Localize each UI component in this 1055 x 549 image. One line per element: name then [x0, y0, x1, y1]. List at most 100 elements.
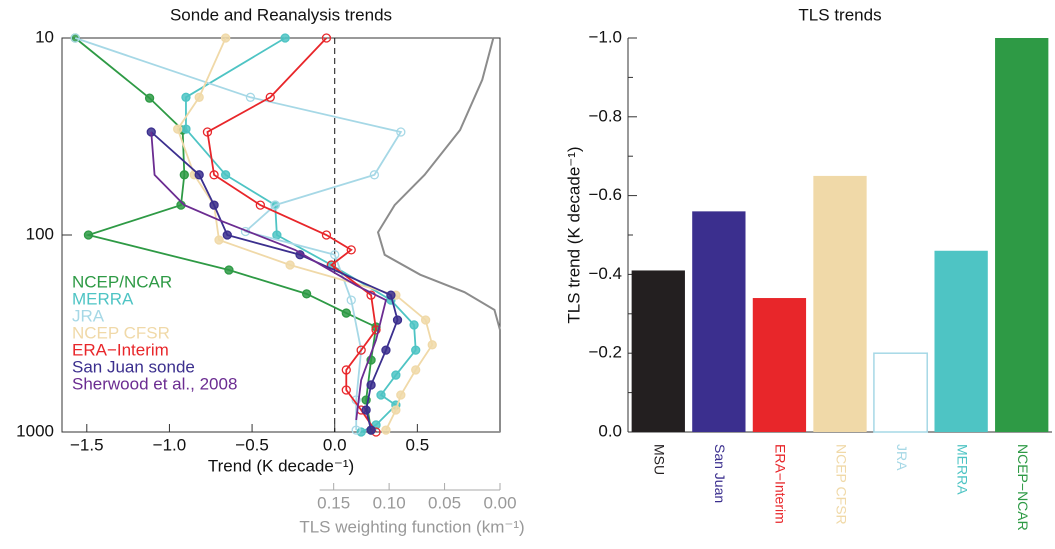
bar	[752, 298, 807, 432]
legend-entry: NCEP/NCAR	[72, 272, 172, 291]
profile-point	[392, 315, 403, 325]
profile-point	[396, 390, 406, 400]
x-tick-label: NCEP−NCAR	[1015, 444, 1031, 531]
profile-point	[371, 325, 381, 335]
profile-point	[391, 370, 401, 380]
x-tick-label: 0.0	[323, 435, 347, 454]
profile-point	[346, 245, 356, 255]
profile-point	[220, 33, 231, 43]
profile-point	[361, 405, 371, 415]
bar	[873, 352, 928, 433]
x-tick-label: MSU	[652, 444, 668, 475]
profile-point	[181, 92, 191, 102]
x2-tick-label: 0.00	[483, 493, 516, 512]
x2-axis-label: TLS weighting function (km⁻¹)	[299, 517, 524, 536]
profile-point	[220, 170, 231, 180]
profile-point	[420, 315, 431, 325]
bar	[934, 250, 988, 432]
y-axis-label: TLS trend (K decade⁻¹)	[564, 146, 583, 323]
profile-point	[214, 235, 224, 245]
profile-point	[409, 320, 419, 330]
profile-point	[270, 200, 280, 210]
chart-title: Sonde and Reanalysis trends	[170, 5, 392, 24]
profile-point	[341, 308, 351, 318]
legend-entry: San Juan sonde	[72, 357, 195, 376]
x-tick-label: −1.0	[153, 435, 187, 454]
x-tick-label: NCEP CFSR	[833, 444, 849, 525]
y-tick-label: 100	[26, 224, 54, 243]
profile-point	[341, 365, 351, 375]
x2-tick-label: 0.15	[317, 493, 350, 512]
profile-point	[381, 345, 391, 355]
x-axis-label: Trend (K decade⁻¹)	[208, 456, 354, 475]
profile-point	[224, 265, 234, 275]
profile-line	[185, 37, 417, 433]
x-tick-label: MERRA	[954, 444, 970, 495]
profile-point	[272, 230, 282, 240]
bar	[813, 175, 867, 432]
profile-line	[150, 131, 388, 421]
x-tick-label: ERA−Interim	[773, 444, 789, 524]
bar	[692, 211, 746, 432]
x-tick-label: −0.5	[235, 435, 269, 454]
y-tick-label: −0.2	[588, 343, 622, 362]
profile-point	[366, 425, 376, 435]
x2-tick-label: 0.10	[373, 493, 406, 512]
y-tick-label: −0.6	[588, 185, 622, 204]
profile-point	[330, 250, 340, 260]
x-tick-label: 0.5	[406, 435, 430, 454]
profile-point	[144, 93, 155, 103]
profile-point	[209, 170, 219, 180]
legend-entry: ERA−Interim	[72, 340, 169, 359]
profile-point	[285, 260, 295, 270]
x-tick-label: −1.5	[70, 435, 104, 454]
profile-point	[255, 200, 265, 210]
y-tick-label: 1000	[16, 421, 54, 440]
legend-entry: Sherwood et al., 2008	[72, 374, 237, 393]
profile-point	[194, 170, 204, 180]
profile-point	[369, 170, 380, 180]
profile-point	[356, 345, 366, 355]
profile-point	[386, 290, 396, 300]
y-tick-label: 0.0	[598, 421, 622, 440]
profile-point	[376, 390, 386, 400]
profile-point	[301, 289, 312, 299]
bar	[631, 270, 685, 432]
profile-point	[222, 230, 232, 240]
profile-point	[265, 92, 275, 102]
y-tick-label: 10	[35, 27, 54, 46]
profile-point	[173, 124, 183, 134]
x2-tick-label: 0.05	[428, 493, 461, 512]
y-tick-label: −1.0	[588, 27, 622, 46]
profile-point	[280, 33, 290, 43]
y-tick-label: −0.4	[588, 264, 622, 283]
profile-point	[179, 170, 189, 180]
profile-point	[181, 124, 191, 134]
profile-point	[391, 405, 401, 415]
profile-point	[411, 365, 421, 375]
profile-point	[321, 230, 332, 240]
profile-point	[202, 127, 213, 137]
weighting-function	[376, 37, 501, 432]
profile-point	[381, 425, 391, 435]
chart-title: TLS trends	[798, 5, 881, 24]
profile-point	[70, 33, 80, 43]
profile-point	[427, 340, 437, 350]
bar	[995, 38, 1049, 432]
profile-point	[351, 425, 361, 435]
profile-point	[411, 345, 421, 355]
profile-line	[206, 37, 377, 433]
y-tick-label: −0.8	[588, 106, 622, 125]
profile-point	[245, 92, 256, 102]
profile-point	[194, 92, 204, 102]
legend-entry: MERRA	[72, 289, 134, 308]
legend-entry: NCEP CFSR	[72, 323, 170, 342]
profile-point	[366, 380, 376, 390]
profile-line	[74, 37, 403, 431]
profile-point	[321, 33, 332, 43]
profile-line	[176, 37, 434, 431]
profile-point	[83, 230, 94, 240]
profile-point	[356, 427, 366, 437]
profile-point	[209, 200, 219, 210]
